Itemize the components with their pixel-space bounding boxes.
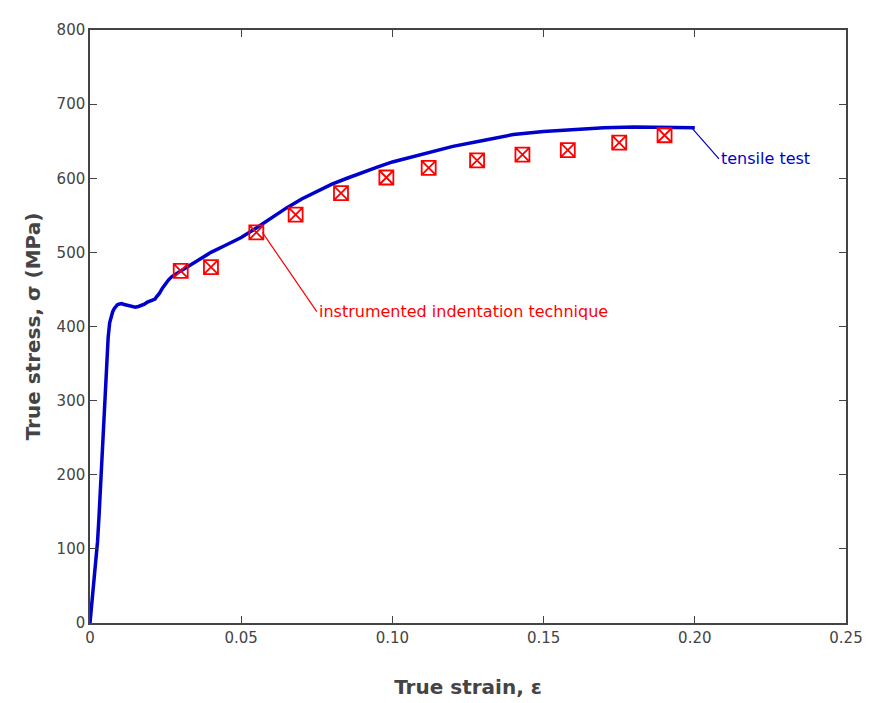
svg-text:True stress, σ (MPa): True stress, σ (MPa) — [21, 213, 45, 441]
svg-text:800: 800 — [57, 21, 86, 39]
svg-text:700: 700 — [57, 95, 86, 113]
svg-text:True strain, ε: True strain, ε — [394, 675, 542, 699]
svg-text:600: 600 — [57, 170, 86, 188]
svg-text:0: 0 — [85, 629, 95, 647]
svg-text:0.05: 0.05 — [224, 629, 257, 647]
svg-text:100: 100 — [57, 540, 86, 558]
svg-text:200: 200 — [57, 466, 86, 484]
svg-text:tensile test: tensile test — [721, 149, 810, 168]
svg-text:300: 300 — [57, 392, 86, 410]
svg-text:500: 500 — [57, 244, 86, 262]
svg-text:0.10: 0.10 — [376, 629, 409, 647]
svg-text:400: 400 — [57, 318, 86, 336]
svg-text:0.20: 0.20 — [678, 629, 711, 647]
svg-text:0.15: 0.15 — [527, 629, 560, 647]
svg-text:instrumented indentation techn: instrumented indentation technique — [319, 302, 608, 321]
svg-text:0: 0 — [76, 614, 86, 632]
svg-text:0.25: 0.25 — [829, 629, 862, 647]
